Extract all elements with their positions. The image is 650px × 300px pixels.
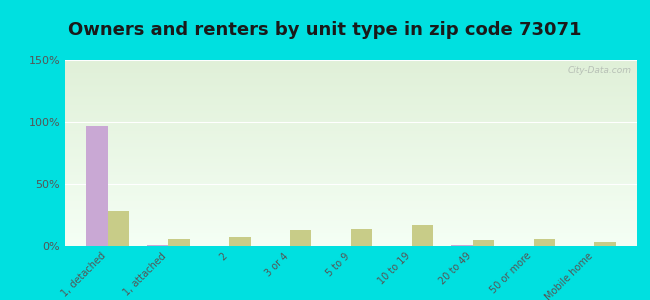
Bar <box>412 225 433 246</box>
Bar <box>168 238 190 246</box>
Bar <box>534 238 555 246</box>
Bar <box>290 230 311 246</box>
Bar <box>229 237 251 246</box>
Text: Owners and renters by unit type in zip code 73071: Owners and renters by unit type in zip c… <box>68 21 582 39</box>
Bar <box>351 229 372 246</box>
Text: City-Data.com: City-Data.com <box>567 66 631 75</box>
Bar <box>147 245 168 246</box>
Bar <box>451 245 473 246</box>
Bar <box>473 240 494 246</box>
Bar <box>594 242 616 246</box>
Bar <box>86 126 108 246</box>
Bar <box>108 211 129 246</box>
